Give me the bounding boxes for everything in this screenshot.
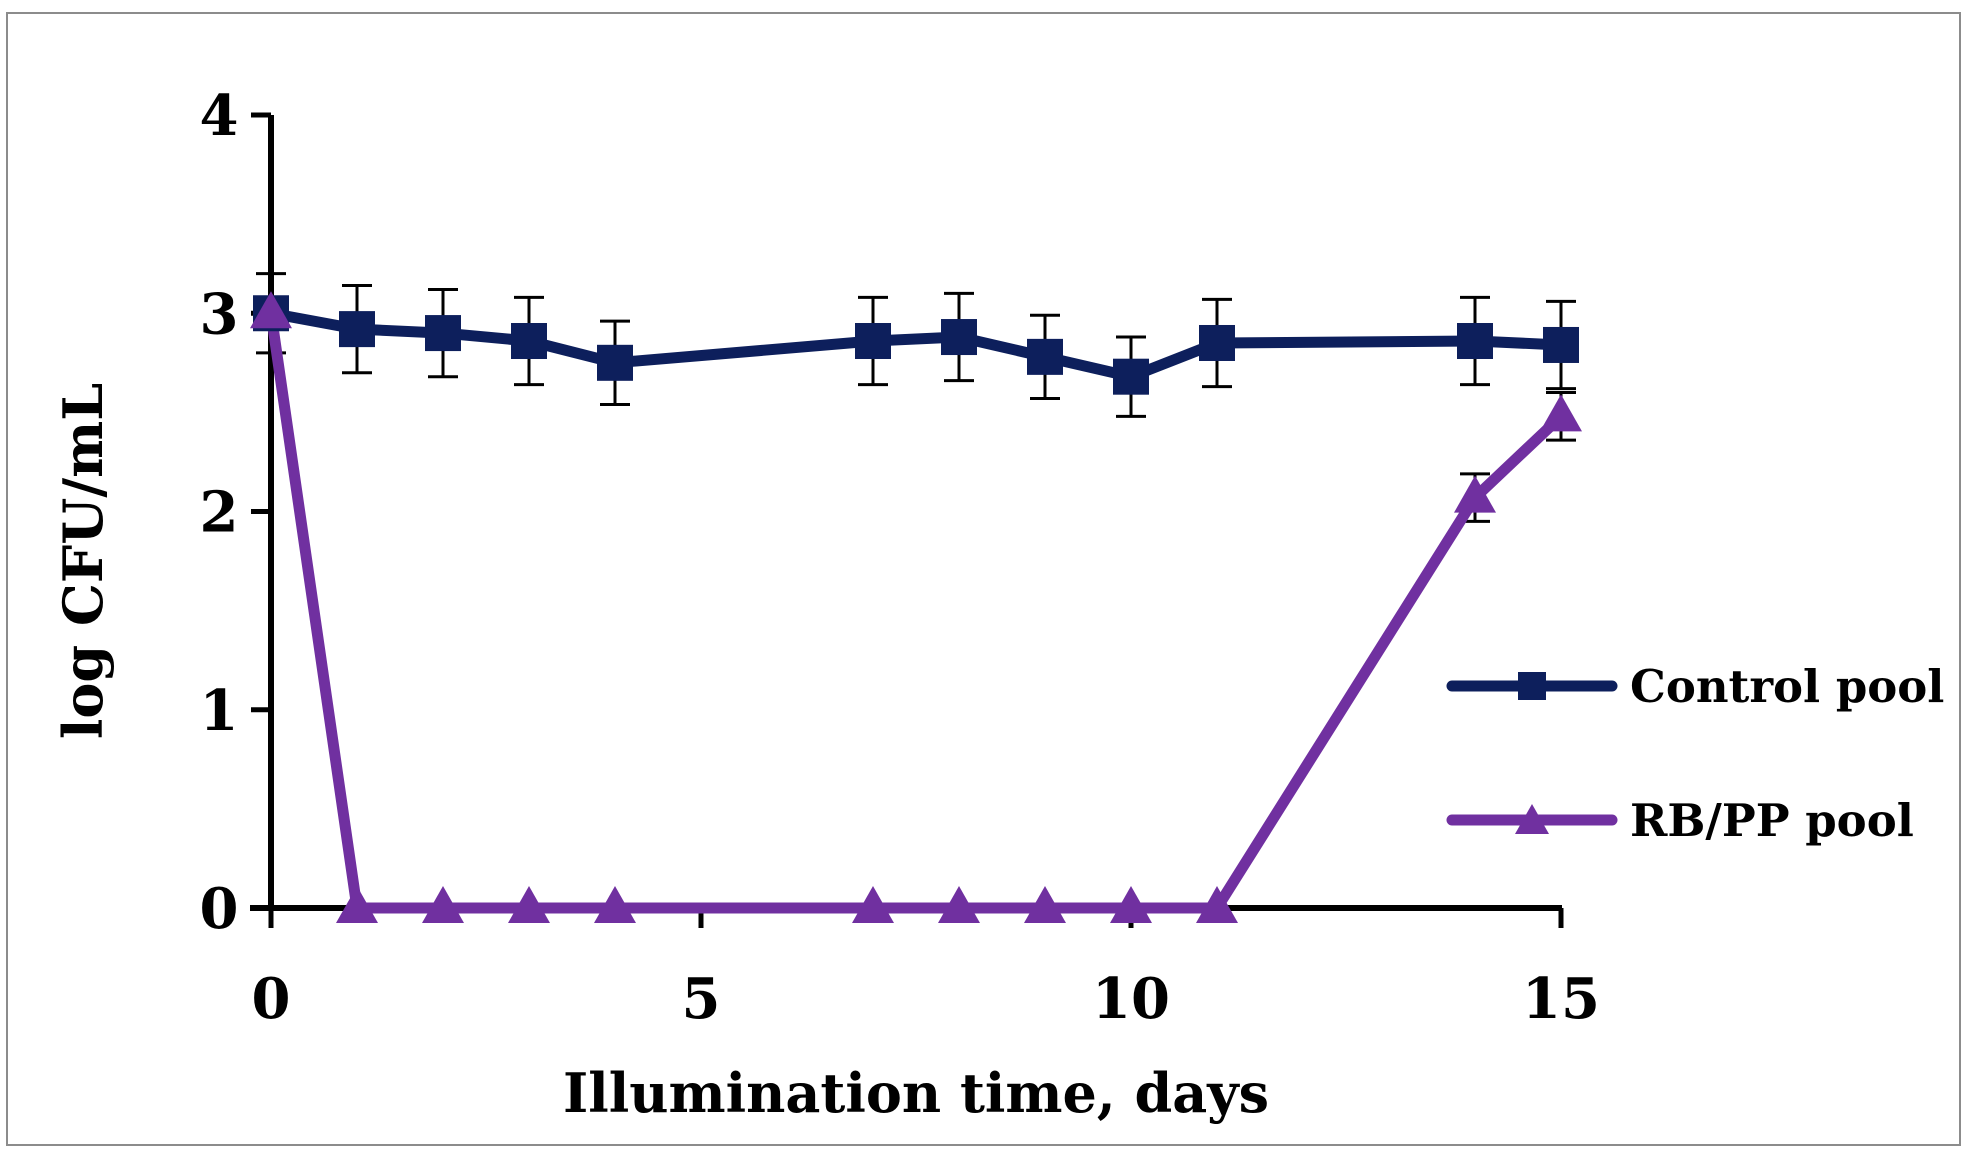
y-tick-label: 1 — [200, 678, 239, 744]
y-tick-label: 0 — [200, 876, 239, 942]
data-point-rbpp[interactable] — [852, 886, 894, 923]
x-axis-title: Illumination time, days — [563, 1061, 1269, 1125]
x-tick-label: 5 — [682, 966, 721, 1032]
data-point-control[interactable] — [511, 323, 547, 360]
data-point-rbpp[interactable] — [422, 886, 464, 923]
series-line-rbpp — [265, 307, 1567, 914]
ticks — [251, 112, 1564, 928]
axes — [250, 115, 1562, 911]
legend-item-rbpp[interactable]: RB/PP pool — [1446, 794, 1914, 847]
series-lines — [265, 307, 1567, 914]
data-point-rbpp[interactable] — [1540, 394, 1582, 432]
markers — [250, 291, 1582, 923]
data-point-rbpp[interactable] — [1196, 886, 1238, 923]
legend-item-control[interactable]: Control pool — [1446, 660, 1944, 713]
data-point-control[interactable] — [941, 319, 977, 356]
legend-marker-control — [1518, 672, 1546, 700]
legend-label-rbpp: RB/PP pool — [1630, 794, 1914, 847]
data-point-rbpp[interactable] — [938, 886, 980, 923]
series-line-control — [265, 307, 1567, 383]
data-point-rbpp[interactable] — [1454, 475, 1496, 513]
y-tick-label: 4 — [200, 83, 239, 149]
x-tick-label: 15 — [1522, 966, 1600, 1032]
data-point-control[interactable] — [855, 323, 891, 360]
x-tick-label: 0 — [252, 966, 291, 1032]
data-point-rbpp[interactable] — [250, 291, 292, 329]
x-tick-label: 10 — [1092, 966, 1170, 1032]
error-bars — [256, 272, 1576, 523]
data-point-rbpp[interactable] — [508, 886, 550, 923]
data-point-control[interactable] — [1199, 324, 1235, 361]
y-axis-title: log CFU/mL — [51, 383, 115, 739]
legend-marker-rbpp — [1515, 804, 1549, 834]
y-tick-label: 3 — [200, 281, 239, 347]
data-point-control[interactable] — [597, 344, 633, 381]
y-tick-label: 2 — [200, 480, 239, 546]
data-point-control[interactable] — [1027, 338, 1063, 375]
data-point-rbpp[interactable] — [1110, 886, 1152, 923]
data-point-rbpp[interactable] — [1024, 886, 1066, 923]
data-point-rbpp[interactable] — [336, 886, 378, 923]
data-point-control[interactable] — [425, 315, 461, 352]
legend: Control pool RB/PP pool — [1446, 660, 1944, 847]
data-point-control[interactable] — [1543, 326, 1579, 363]
data-point-control[interactable] — [1113, 358, 1149, 395]
tick-labels: 0 1 2 3 4 0 5 10 15 — [200, 83, 1600, 1032]
chart-frame — [6, 12, 1961, 1146]
data-point-rbpp[interactable] — [594, 886, 636, 923]
data-point-control[interactable] — [1457, 323, 1493, 360]
data-point-control[interactable] — [339, 311, 375, 348]
legend-label-control: Control pool — [1630, 660, 1944, 713]
